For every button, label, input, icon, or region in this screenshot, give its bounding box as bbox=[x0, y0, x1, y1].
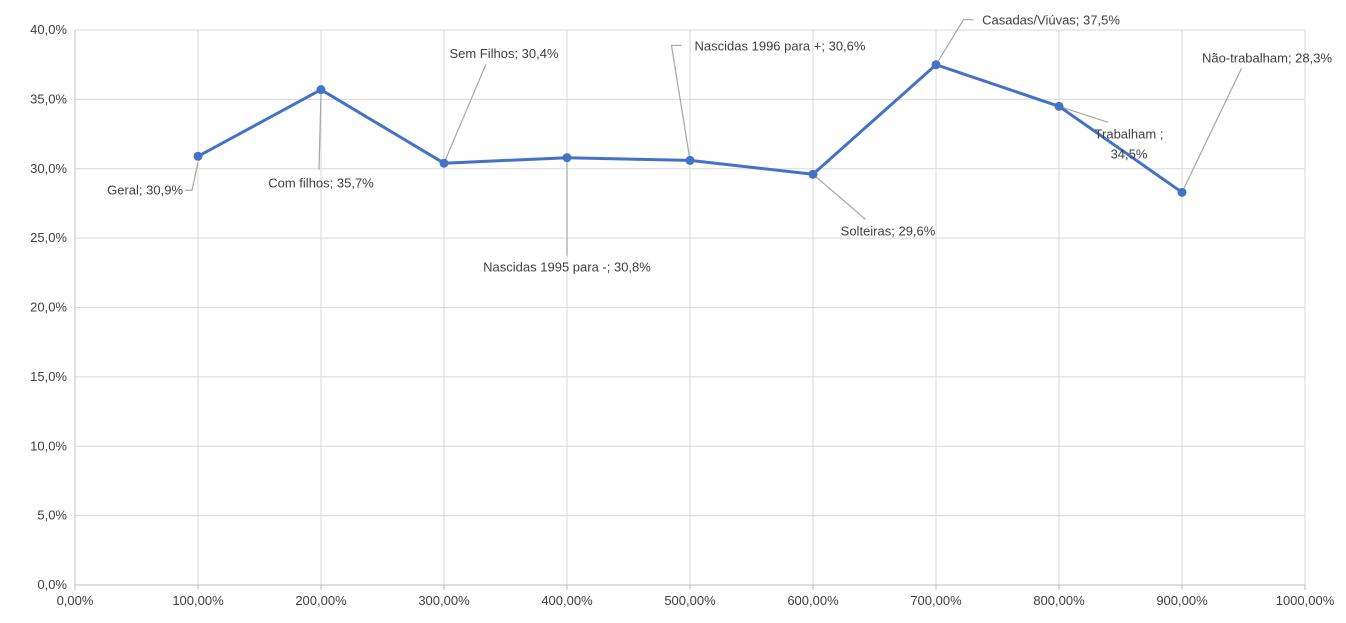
data-label: Não-trabalham; 28,3% bbox=[1202, 50, 1333, 65]
x-tick-label: 1000,00% bbox=[1276, 593, 1335, 608]
label-leader-line bbox=[812, 173, 866, 220]
y-tick-label: 5,0% bbox=[37, 508, 67, 523]
y-tick-label: 20,0% bbox=[30, 300, 67, 315]
label-leader-line bbox=[1181, 68, 1243, 193]
data-point[interactable] bbox=[931, 60, 941, 70]
data-point[interactable] bbox=[316, 85, 326, 95]
x-tick-label: 100,00% bbox=[172, 593, 224, 608]
axes: 0,0% 5,0% 10,0% 15,0% 20,0% 25,0% 30,0% 35,0% 40… bbox=[30, 22, 1335, 608]
x-tick-label: 200,00% bbox=[295, 593, 347, 608]
data-label: Solteiras; 29,6% bbox=[841, 223, 936, 238]
x-tick-label: 900,00% bbox=[1156, 593, 1208, 608]
y-tick-label: 0,0% bbox=[37, 577, 67, 592]
x-tick-label: 500,00% bbox=[664, 593, 716, 608]
label-leader-line bbox=[318, 93, 322, 170]
data-point[interactable] bbox=[808, 169, 818, 179]
data-label: Geral; 30,9% bbox=[107, 182, 183, 197]
x-tick-label: 800,00% bbox=[1033, 593, 1085, 608]
data-label: Trabalham ; 34,5% bbox=[1095, 126, 1164, 161]
x-tick-label: 700,00% bbox=[910, 593, 962, 608]
y-tick-label: 35,0% bbox=[30, 91, 67, 106]
data-point[interactable] bbox=[1054, 101, 1064, 111]
grid-lines bbox=[75, 29, 1306, 585]
y-tick-label: 25,0% bbox=[30, 230, 67, 245]
data-label: Com filhos; 35,7% bbox=[268, 176, 374, 191]
data-point[interactable] bbox=[1177, 187, 1187, 197]
data-label: Sem Filhos; 30,4% bbox=[449, 46, 559, 61]
x-tick-label: 0,00% bbox=[57, 593, 94, 608]
label-leader-line bbox=[670, 44, 691, 161]
y-tick-label: 15,0% bbox=[30, 369, 67, 384]
label-leader-line bbox=[443, 63, 487, 164]
x-tick-label: 400,00% bbox=[541, 593, 593, 608]
data-point[interactable] bbox=[193, 151, 203, 161]
label-leader-line bbox=[185, 162, 199, 191]
data-point[interactable] bbox=[562, 153, 572, 163]
data-point[interactable] bbox=[439, 158, 449, 168]
data-labels: Geral; 30,9% Com filhos; 35,7% Sem Filhos;… bbox=[107, 13, 1332, 275]
data-label: Casadas/Viúvas; 37,5% bbox=[982, 13, 1120, 28]
data-label: Nascidas 1996 para +; 30,6% bbox=[695, 38, 866, 53]
leader-lines bbox=[185, 19, 1243, 256]
label-leader-line bbox=[935, 19, 974, 66]
y-tick-label: 30,0% bbox=[30, 161, 67, 176]
data-label: Nascidas 1995 para -; 30,8% bbox=[483, 260, 651, 275]
y-tick-label: 40,0% bbox=[30, 22, 67, 37]
data-points bbox=[193, 60, 1187, 197]
x-tick-label: 600,00% bbox=[787, 593, 839, 608]
label-leader-line bbox=[1058, 105, 1109, 123]
x-tick-label: 300,00% bbox=[418, 593, 470, 608]
data-point[interactable] bbox=[685, 155, 695, 165]
y-tick-label: 10,0% bbox=[30, 438, 67, 453]
